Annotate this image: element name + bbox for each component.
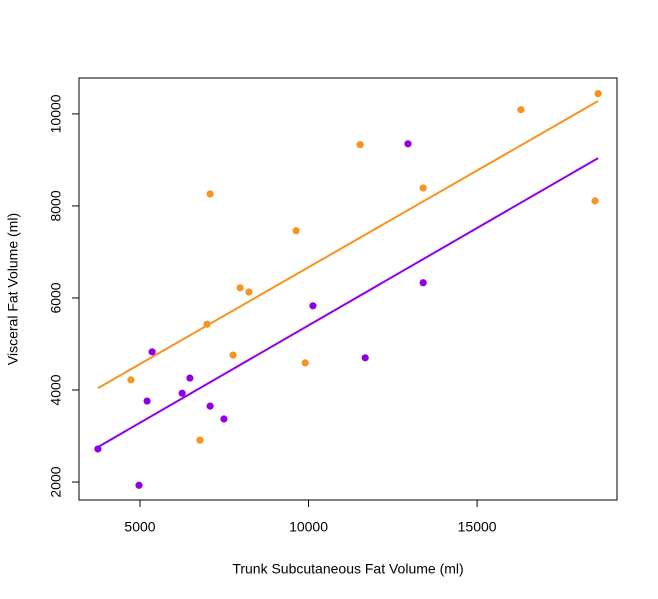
point [404, 140, 412, 148]
x-tick-label: 10000 [289, 519, 328, 535]
regression-line [97, 100, 599, 390]
point [236, 284, 244, 292]
point [309, 302, 317, 310]
point [361, 354, 369, 362]
point [419, 279, 427, 287]
x-tick-label: 15000 [458, 519, 497, 535]
point [148, 348, 156, 356]
point [419, 184, 427, 192]
point [517, 106, 525, 114]
y-axis-title: Visceral Fat Volume (ml) [5, 213, 21, 365]
y-tick-label: 2000 [48, 466, 64, 497]
x-tick-label: 5000 [124, 519, 155, 535]
point [220, 415, 228, 423]
point [292, 227, 300, 235]
y-tick-label: 6000 [48, 282, 64, 313]
point [245, 288, 253, 296]
y-tick-label: 10000 [48, 94, 64, 133]
point [178, 389, 186, 397]
regression-line [97, 157, 599, 448]
point [94, 445, 102, 453]
point [127, 376, 135, 384]
point [301, 359, 309, 367]
point [206, 190, 214, 198]
point [591, 197, 599, 205]
point [135, 481, 143, 489]
y-tick-label: 4000 [48, 374, 64, 405]
point [229, 351, 237, 359]
point [594, 90, 602, 98]
point [196, 436, 204, 444]
point [203, 320, 211, 328]
point [186, 374, 194, 382]
x-axis-title: Trunk Subcutaneous Fat Volume (ml) [232, 561, 463, 577]
point [206, 402, 214, 410]
point [143, 397, 151, 405]
plot-frame [78, 77, 618, 501]
point [356, 141, 364, 149]
y-tick-label: 8000 [48, 190, 64, 221]
